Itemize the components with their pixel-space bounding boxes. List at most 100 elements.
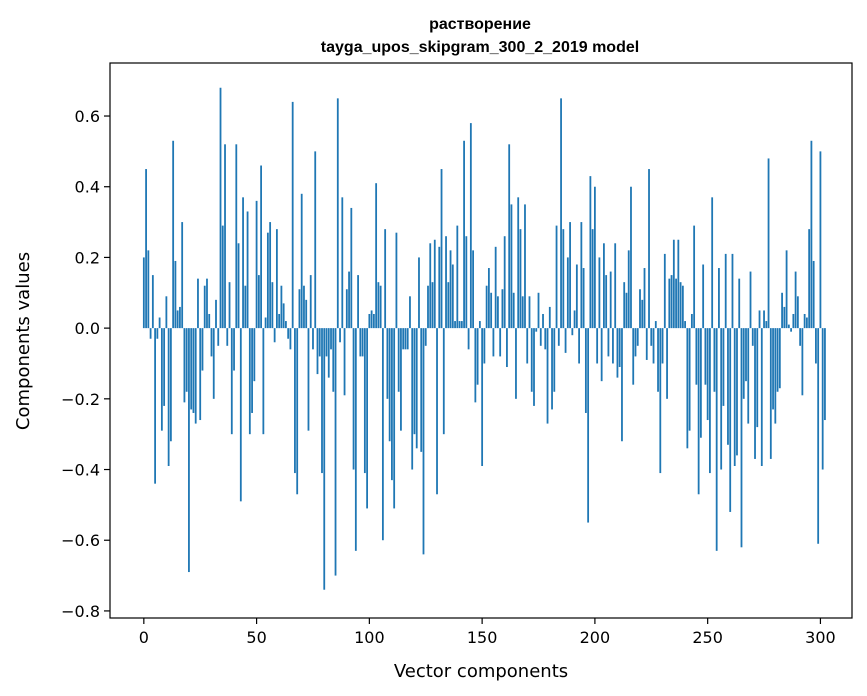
- bar-36: [224, 144, 226, 329]
- bar-1: [145, 169, 147, 329]
- bar-114: [400, 328, 402, 431]
- bar-58: [273, 328, 276, 343]
- bar-14: [174, 260, 177, 329]
- bar-171: [528, 296, 531, 329]
- bar-18: [183, 328, 186, 403]
- bar-205: [605, 275, 608, 329]
- bar-25: [199, 328, 202, 421]
- bar-108: [386, 328, 389, 399]
- bar-230: [661, 328, 664, 364]
- bar-250: [706, 328, 709, 421]
- bar-23: [194, 328, 197, 424]
- bar-35: [221, 225, 224, 329]
- bar-44: [242, 197, 244, 329]
- bar-221: [641, 299, 644, 329]
- x-tick-label: 150: [467, 628, 498, 647]
- bar-246: [697, 328, 700, 495]
- bar-40: [233, 328, 235, 371]
- bar-285: [785, 250, 788, 329]
- bar-82: [327, 328, 330, 378]
- bar-302: [824, 328, 826, 421]
- bar-191: [573, 310, 576, 329]
- bar-95: [357, 275, 359, 329]
- bar-279: [772, 328, 774, 410]
- bar-225: [650, 328, 653, 346]
- bar-47: [248, 328, 251, 435]
- x-tick-label: 50: [246, 628, 266, 647]
- y-tick-label: 0.4: [75, 178, 100, 197]
- bar-146: [472, 250, 474, 329]
- bar-90: [345, 289, 348, 329]
- bar-86: [336, 98, 339, 329]
- bar-199: [591, 229, 594, 329]
- bar-113: [397, 328, 400, 392]
- bar-8: [160, 328, 163, 431]
- bar-212: [621, 328, 623, 442]
- bar-247: [699, 328, 702, 438]
- bar-218: [634, 328, 637, 357]
- bar-46: [246, 211, 249, 329]
- bar-69: [298, 289, 301, 329]
- bar-284: [783, 306, 786, 329]
- bar-198: [589, 176, 592, 329]
- bar-258: [724, 253, 727, 329]
- bar-87: [339, 328, 341, 343]
- bar-255: [718, 268, 720, 329]
- bar-136: [449, 250, 452, 329]
- y-axis-label: Components values: [13, 252, 34, 430]
- bar-294: [805, 317, 808, 329]
- bar-62: [282, 303, 285, 329]
- bar-290: [796, 296, 799, 329]
- bar-123: [420, 328, 423, 452]
- bar-172: [530, 328, 533, 392]
- x-tick-label: 250: [692, 628, 723, 647]
- bar-229: [659, 328, 662, 474]
- bar-253: [713, 328, 716, 392]
- bar-43: [239, 328, 242, 502]
- bar-5: [154, 328, 156, 484]
- bar-143: [465, 236, 468, 329]
- bar-299: [817, 328, 820, 544]
- bar-81: [325, 328, 328, 357]
- bar-20: [188, 328, 190, 573]
- y-tick-label: 0.2: [75, 248, 100, 267]
- bar-100: [368, 313, 371, 329]
- bar-235: [672, 239, 675, 329]
- bar-281: [776, 328, 779, 392]
- bar-234: [670, 275, 673, 329]
- bar-109: [388, 328, 391, 442]
- x-tick-label: 0: [139, 628, 149, 647]
- bar-101: [370, 310, 373, 329]
- bar-187: [564, 328, 567, 353]
- bar-254: [715, 328, 718, 551]
- bar-251: [709, 328, 711, 474]
- bar-241: [686, 328, 689, 449]
- bar-165: [515, 328, 517, 399]
- bar-77: [316, 328, 319, 375]
- bar-220: [639, 289, 641, 329]
- bar-2: [147, 250, 150, 329]
- bar-59: [275, 229, 278, 329]
- bar-106: [381, 328, 384, 541]
- bar-56: [269, 222, 272, 329]
- bar-239: [681, 285, 684, 329]
- bar-275: [763, 310, 765, 329]
- bar-259: [727, 328, 729, 445]
- bar-71: [303, 285, 305, 329]
- bar-124: [422, 328, 425, 555]
- bar-102: [372, 313, 375, 329]
- bar-200: [593, 186, 596, 329]
- bar-203: [600, 328, 603, 382]
- chart-title-line1: растворение: [429, 16, 531, 33]
- bar-27: [203, 285, 206, 329]
- bar-183: [555, 225, 558, 329]
- bar-216: [630, 186, 632, 329]
- bar-161: [506, 328, 508, 368]
- bar-126: [427, 285, 429, 329]
- bar-182: [553, 328, 556, 392]
- bar-173: [533, 328, 535, 406]
- bar-224: [648, 169, 650, 329]
- bar-67: [294, 328, 296, 474]
- bar-176: [539, 328, 542, 346]
- bar-119: [411, 328, 414, 470]
